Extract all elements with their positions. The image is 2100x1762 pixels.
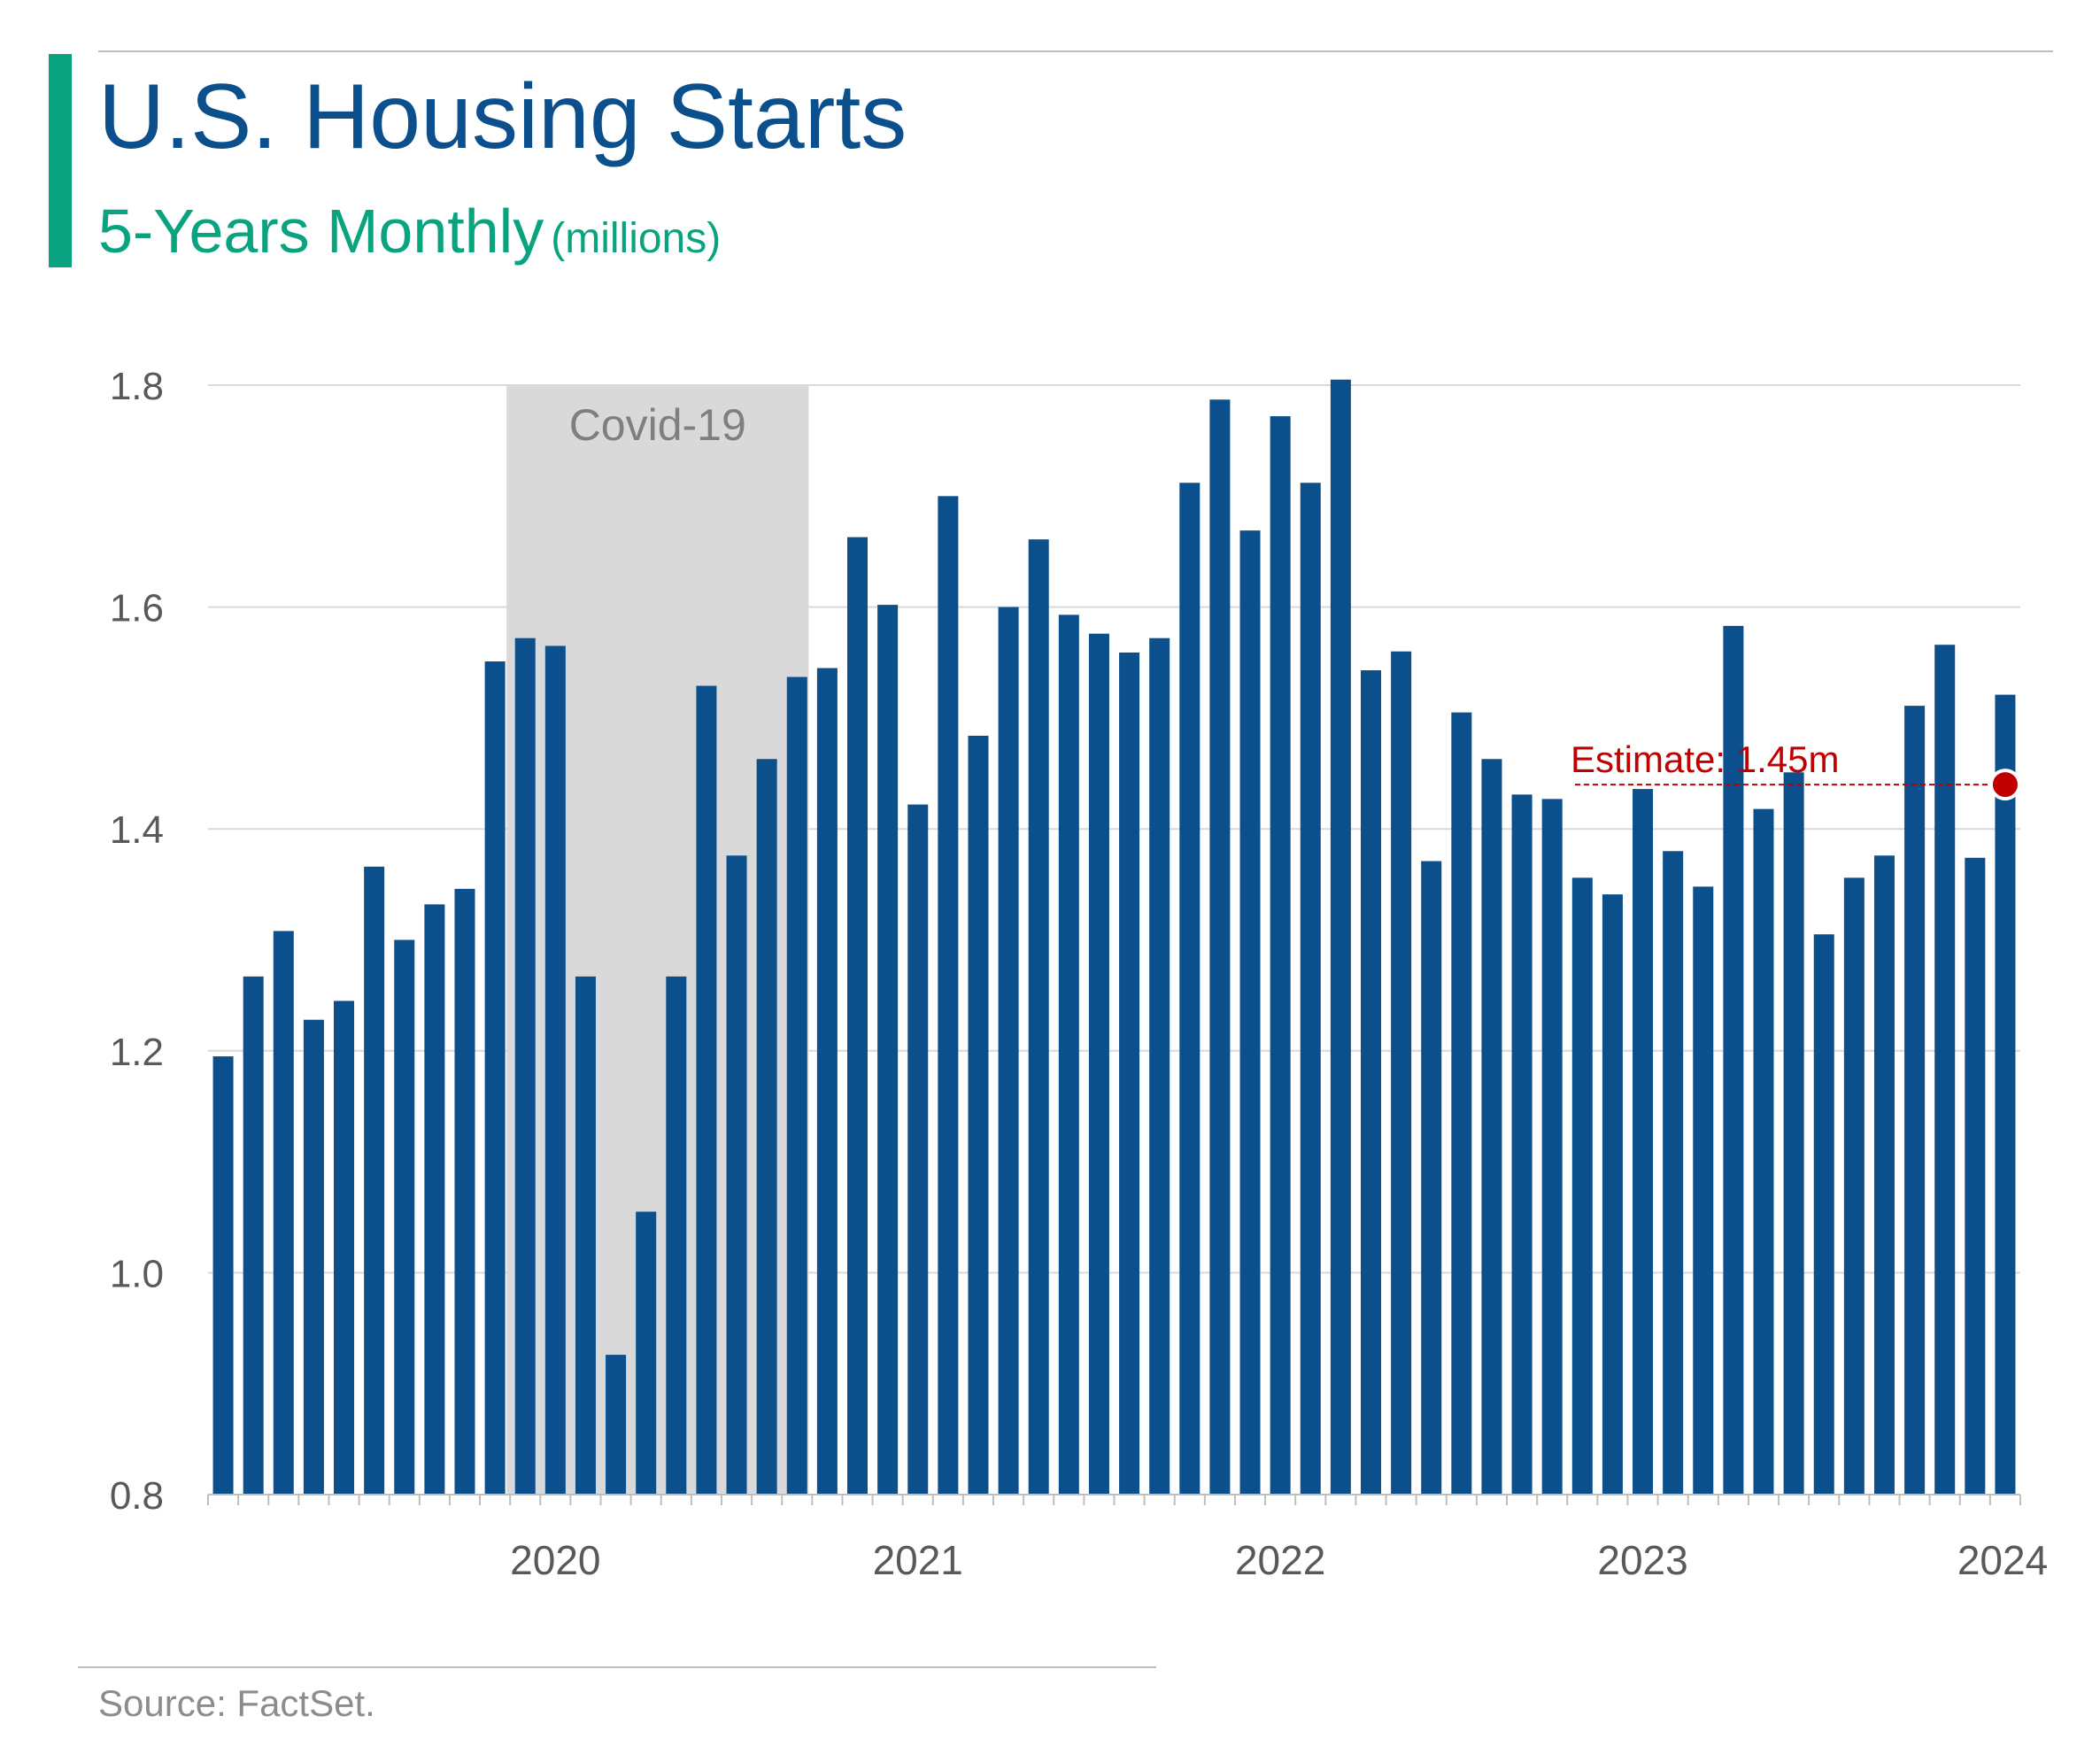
x-tick-label: 2023	[1597, 1537, 1687, 1583]
bar	[212, 1056, 234, 1495]
bar	[1663, 851, 1684, 1495]
bar	[786, 676, 807, 1495]
bar	[1602, 894, 1623, 1495]
bar	[877, 605, 899, 1495]
subtitle-text: 5-Years Monthly	[98, 197, 544, 266]
bar	[907, 804, 929, 1495]
y-tick-label: 1.8	[110, 365, 164, 408]
bar	[1058, 614, 1079, 1495]
bar	[424, 904, 445, 1495]
bar	[303, 1019, 324, 1495]
bar	[847, 537, 869, 1495]
bar	[1693, 886, 1714, 1495]
bar	[1300, 483, 1321, 1495]
bar	[1934, 645, 1956, 1495]
bar	[1088, 633, 1109, 1495]
bar	[243, 976, 264, 1495]
bar	[636, 1211, 657, 1495]
y-tick-label: 0.8	[110, 1474, 164, 1518]
bar	[666, 976, 687, 1495]
bar	[1451, 712, 1472, 1495]
bar	[1391, 651, 1412, 1495]
y-tick-label: 1.0	[110, 1252, 164, 1295]
bar	[606, 1355, 627, 1495]
bar	[1633, 789, 1654, 1495]
estimate-marker	[1988, 769, 2021, 801]
bar	[1330, 379, 1351, 1495]
bar	[1239, 530, 1261, 1495]
bar	[816, 668, 838, 1495]
bar	[1995, 694, 2016, 1495]
bar	[1783, 772, 1804, 1495]
y-tick-label: 1.6	[110, 587, 164, 630]
bar	[968, 735, 989, 1495]
bar	[1360, 670, 1381, 1495]
bar	[575, 976, 596, 1495]
top-rule	[98, 50, 2053, 52]
bar	[364, 866, 385, 1495]
bar	[1209, 399, 1231, 1495]
y-tick-label: 1.2	[110, 1031, 164, 1074]
bar	[273, 931, 294, 1495]
bar	[1541, 799, 1563, 1495]
bar	[334, 1001, 355, 1495]
bar	[1421, 861, 1442, 1495]
bar	[1571, 877, 1593, 1495]
bar	[1149, 638, 1170, 1495]
bar	[696, 685, 717, 1495]
x-tick-label: 2024	[1957, 1537, 2048, 1583]
axes	[207, 1494, 2021, 1505]
bar	[1119, 652, 1140, 1495]
y-tick-label: 1.4	[110, 808, 164, 852]
estimate-label: Estimate: 1.45m	[1571, 738, 1839, 780]
x-tick-label: 2021	[873, 1537, 963, 1583]
bar	[1481, 759, 1502, 1495]
bar	[1873, 855, 1895, 1495]
bar	[1813, 934, 1834, 1495]
source-rule	[78, 1666, 1156, 1668]
bar	[1843, 877, 1865, 1495]
gridlines	[208, 384, 2020, 1274]
bar	[1028, 539, 1049, 1495]
bar	[1904, 706, 1926, 1495]
bar	[1723, 625, 1744, 1495]
bar	[726, 855, 747, 1495]
chart-title: U.S. Housing Starts	[98, 66, 907, 168]
bar	[756, 759, 777, 1495]
bar	[938, 496, 959, 1495]
x-tick-label: 2020	[510, 1537, 600, 1583]
bar	[1511, 794, 1533, 1495]
bar	[454, 888, 475, 1495]
bar	[998, 607, 1019, 1495]
bar	[1753, 808, 1774, 1495]
labels: Covid-19 0.8 1.0 1.2 1.4 1.6 1.8 2020 2021 2022 20…	[110, 365, 2048, 1583]
covid-label: Covid-19	[569, 400, 746, 450]
accent-bar	[49, 54, 72, 267]
bar	[1270, 416, 1291, 1495]
x-tick-label: 2022	[1235, 1537, 1325, 1583]
bar	[1965, 857, 1986, 1495]
unit-text: (millions)	[551, 215, 722, 262]
bar	[544, 645, 566, 1495]
bar	[394, 939, 415, 1495]
bar	[484, 661, 506, 1495]
chart-subtitle: 5-Years Monthly (millions)	[98, 200, 721, 262]
bar	[514, 638, 536, 1495]
bar	[1179, 483, 1201, 1495]
bars	[212, 379, 2016, 1495]
source-note: Source: FactSet.	[98, 1682, 375, 1724]
